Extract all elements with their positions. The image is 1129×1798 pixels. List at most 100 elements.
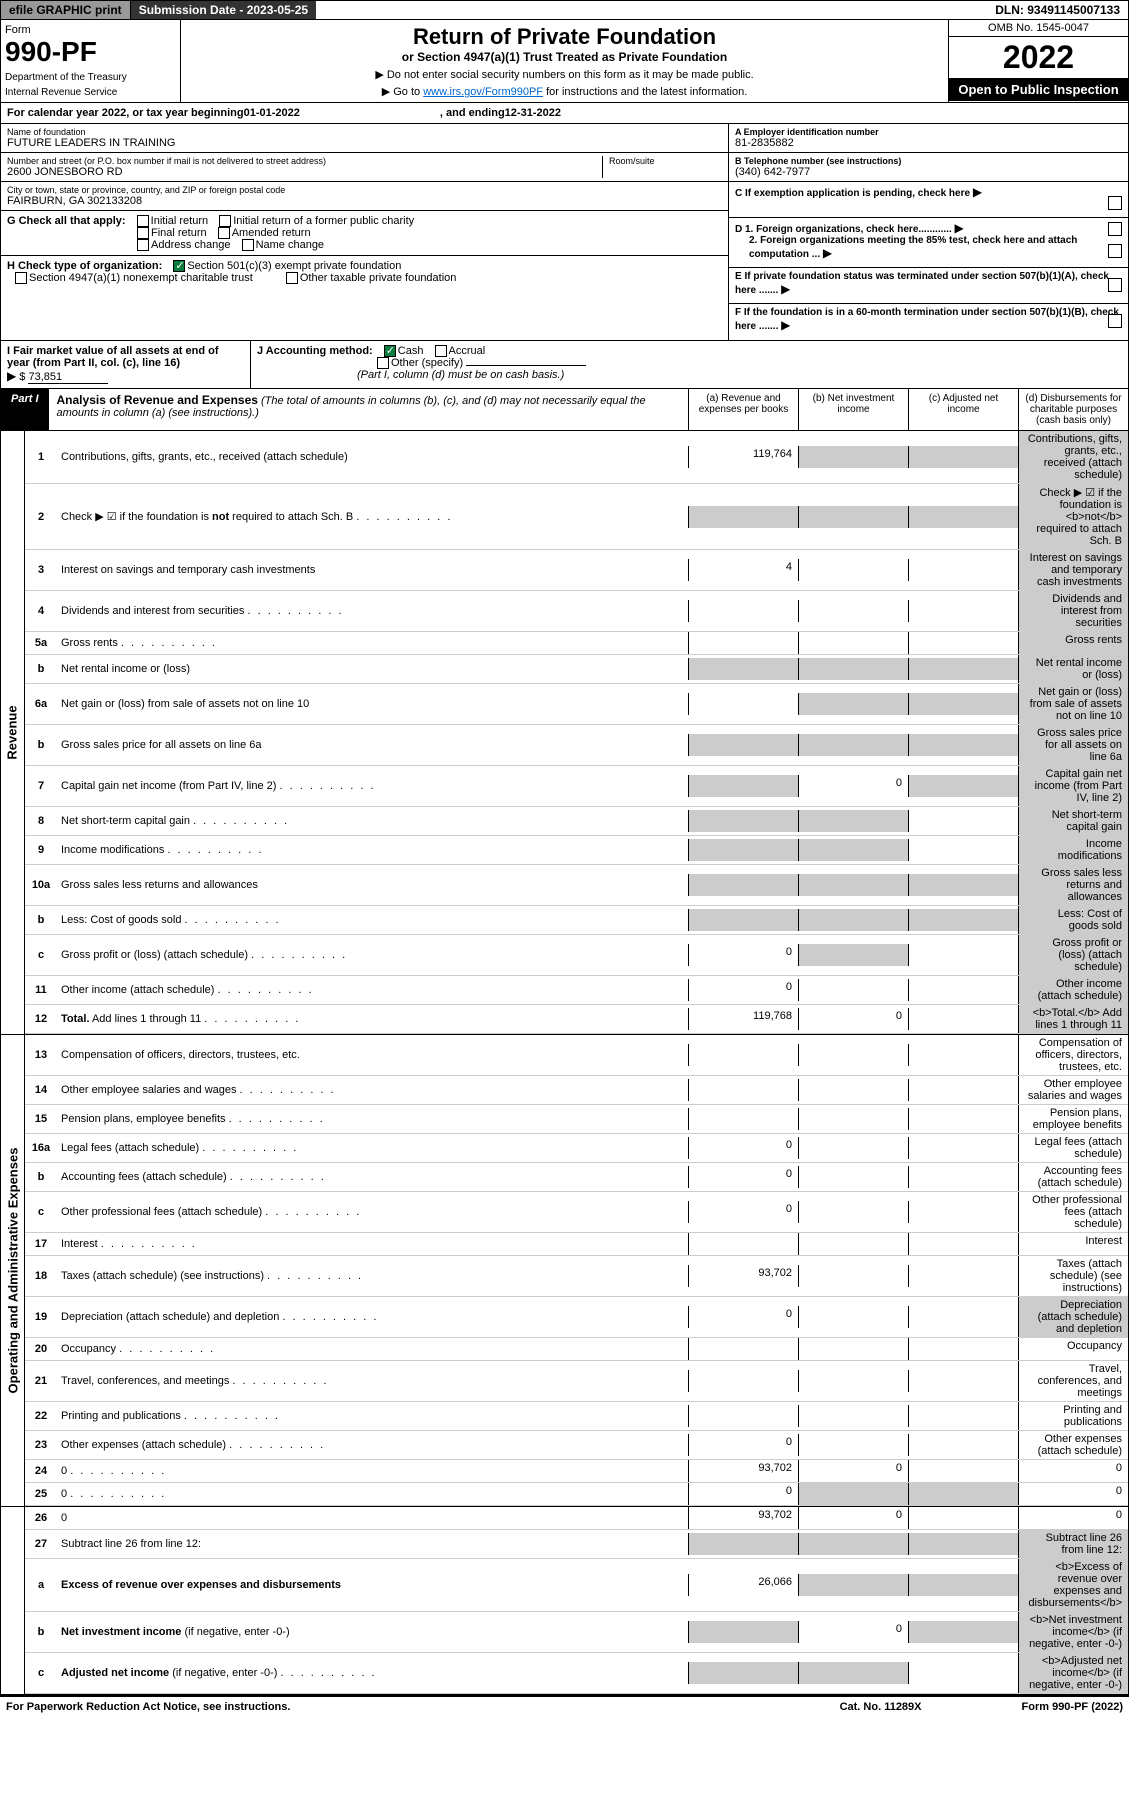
section-j: J Accounting method: Cash Accrual Other …	[251, 341, 728, 388]
note-goto-pre: ▶ Go to	[382, 86, 423, 98]
cb-501c3[interactable]	[173, 260, 185, 272]
col-c-header: (c) Adjusted net income	[908, 389, 1018, 430]
arrow-icon: ▶	[823, 246, 832, 260]
value-cell-a: 0	[688, 1201, 798, 1223]
value-cell-c	[908, 658, 1018, 680]
cb-foreign-org[interactable]	[1108, 222, 1122, 236]
cb-address-change[interactable]	[137, 239, 149, 251]
value-cell-a: 0	[688, 1306, 798, 1328]
cb-name-change[interactable]	[242, 239, 254, 251]
cb-60month[interactable]	[1108, 314, 1122, 328]
value-cell-b	[798, 874, 908, 896]
table-row: 16aLegal fees (attach schedule) 0Legal f…	[25, 1134, 1128, 1163]
cb-final-return[interactable]	[137, 227, 149, 239]
line-description: Compensation of officers, directors, tru…	[57, 1047, 688, 1063]
value-cell-b	[798, 909, 908, 931]
table-row: bNet rental income or (loss)Net rental i…	[25, 655, 1128, 684]
value-cell-b: 0	[798, 1507, 908, 1529]
line-number: 18	[25, 1268, 57, 1284]
section-e: E If private foundation status was termi…	[729, 268, 1128, 304]
value-cell-d: Other income (attach schedule)	[1018, 976, 1128, 1004]
cb-other-method[interactable]	[377, 357, 389, 369]
value-cell-a	[688, 693, 798, 715]
line-number: 10a	[25, 877, 57, 893]
value-cell-d: Legal fees (attach schedule)	[1018, 1134, 1128, 1162]
line-number: c	[25, 1204, 57, 1220]
cb-cash[interactable]	[384, 345, 396, 357]
value-cell-b	[798, 1166, 908, 1188]
value-cell-a	[688, 775, 798, 797]
note-goto: ▶ Go to www.irs.gov/Form990PF for instru…	[185, 85, 944, 98]
value-cell-b	[798, 1265, 908, 1287]
line-number: 15	[25, 1111, 57, 1127]
cb-other-taxable[interactable]	[286, 272, 298, 284]
line-number: a	[25, 1577, 57, 1593]
cb-status-terminated[interactable]	[1108, 278, 1122, 292]
value-cell-d: Net rental income or (loss)	[1018, 655, 1128, 683]
line-number: 13	[25, 1047, 57, 1063]
line-number: 9	[25, 842, 57, 858]
value-cell-a	[688, 1233, 798, 1255]
value-cell-a: 93,702	[688, 1507, 798, 1529]
line27-rows: 26093,7020027Subtract line 26 from line …	[25, 1507, 1128, 1694]
calendar-pre: For calendar year 2022, or tax year begi…	[7, 107, 244, 119]
h-opt-1: Section 501(c)(3) exempt private foundat…	[187, 260, 401, 272]
value-cell-b: 0	[798, 1008, 908, 1030]
line-number: 19	[25, 1309, 57, 1325]
calendar-mid: , and ending	[440, 107, 505, 119]
line-description: Interest on savings and temporary cash i…	[57, 562, 688, 578]
line-description: Printing and publications	[57, 1408, 688, 1424]
line-description: Interest	[57, 1236, 688, 1252]
header-left: Form 990-PF Department of the Treasury I…	[1, 20, 181, 102]
cb-foreign-85[interactable]	[1108, 244, 1122, 258]
cb-initial-former[interactable]	[219, 215, 231, 227]
value-cell-d: <b>Total.</b> Add lines 1 through 11	[1018, 1005, 1128, 1033]
value-cell-b	[798, 1233, 908, 1255]
table-row: 7Capital gain net income (from Part IV, …	[25, 766, 1128, 807]
section-f-spacer	[728, 341, 1128, 388]
value-cell-d: Contributions, gifts, grants, etc., rece…	[1018, 431, 1128, 483]
value-cell-d: 0	[1018, 1483, 1128, 1505]
efile-print-button[interactable]: efile GRAPHIC print	[1, 1, 131, 19]
cb-accrual[interactable]	[435, 345, 447, 357]
foundation-name: FUTURE LEADERS IN TRAINING	[7, 137, 722, 149]
table-row: bNet investment income (if negative, ent…	[25, 1612, 1128, 1653]
value-cell-c	[908, 979, 1018, 1001]
line-description: 0	[57, 1463, 688, 1479]
calendar-end: 12-31-2022	[505, 107, 561, 119]
line-number: 25	[25, 1486, 57, 1502]
value-cell-b: 0	[798, 1460, 908, 1482]
value-cell-b	[798, 944, 908, 966]
value-cell-d: Pension plans, employee benefits	[1018, 1105, 1128, 1133]
value-cell-b	[798, 632, 908, 654]
d2-label: 2. Foreign organizations meeting the 85%…	[749, 235, 1077, 260]
table-row: bLess: Cost of goods sold Less: Cost of …	[25, 906, 1128, 935]
side-spacer	[1, 1507, 25, 1694]
revenue-label: Revenue	[5, 705, 20, 759]
j-other: Other (specify)	[391, 357, 463, 369]
value-cell-c	[908, 600, 1018, 622]
calendar-year-row: For calendar year 2022, or tax year begi…	[0, 103, 1129, 124]
part-title-cell: Analysis of Revenue and Expenses (The to…	[49, 389, 688, 430]
catalog-number: Cat. No. 11289X	[840, 1701, 922, 1713]
line-description: Pension plans, employee benefits	[57, 1111, 688, 1127]
value-cell-b	[798, 1662, 908, 1684]
value-cell-b	[798, 1574, 908, 1596]
table-row: 10aGross sales less returns and allowanc…	[25, 865, 1128, 906]
value-cell-a	[688, 600, 798, 622]
value-cell-b	[798, 839, 908, 861]
form-header: Form 990-PF Department of the Treasury I…	[0, 20, 1129, 103]
cb-initial-return[interactable]	[137, 215, 149, 227]
cb-amended[interactable]	[218, 227, 230, 239]
irs-link[interactable]: www.irs.gov/Form990PF	[423, 86, 543, 98]
expenses-rows: 13Compensation of officers, directors, t…	[25, 1035, 1128, 1506]
value-cell-a: 0	[688, 1483, 798, 1505]
h-opt-2: Section 4947(a)(1) nonexempt charitable …	[29, 272, 253, 284]
line-description: Less: Cost of goods sold	[57, 912, 688, 928]
c-label: C If exemption application is pending, c…	[735, 188, 970, 199]
omb-number: OMB No. 1545-0047	[949, 20, 1128, 37]
value-cell-c	[908, 1306, 1018, 1328]
value-cell-b: 0	[798, 1621, 908, 1643]
cb-exemption-pending[interactable]	[1108, 196, 1122, 210]
cb-4947a1[interactable]	[15, 272, 27, 284]
